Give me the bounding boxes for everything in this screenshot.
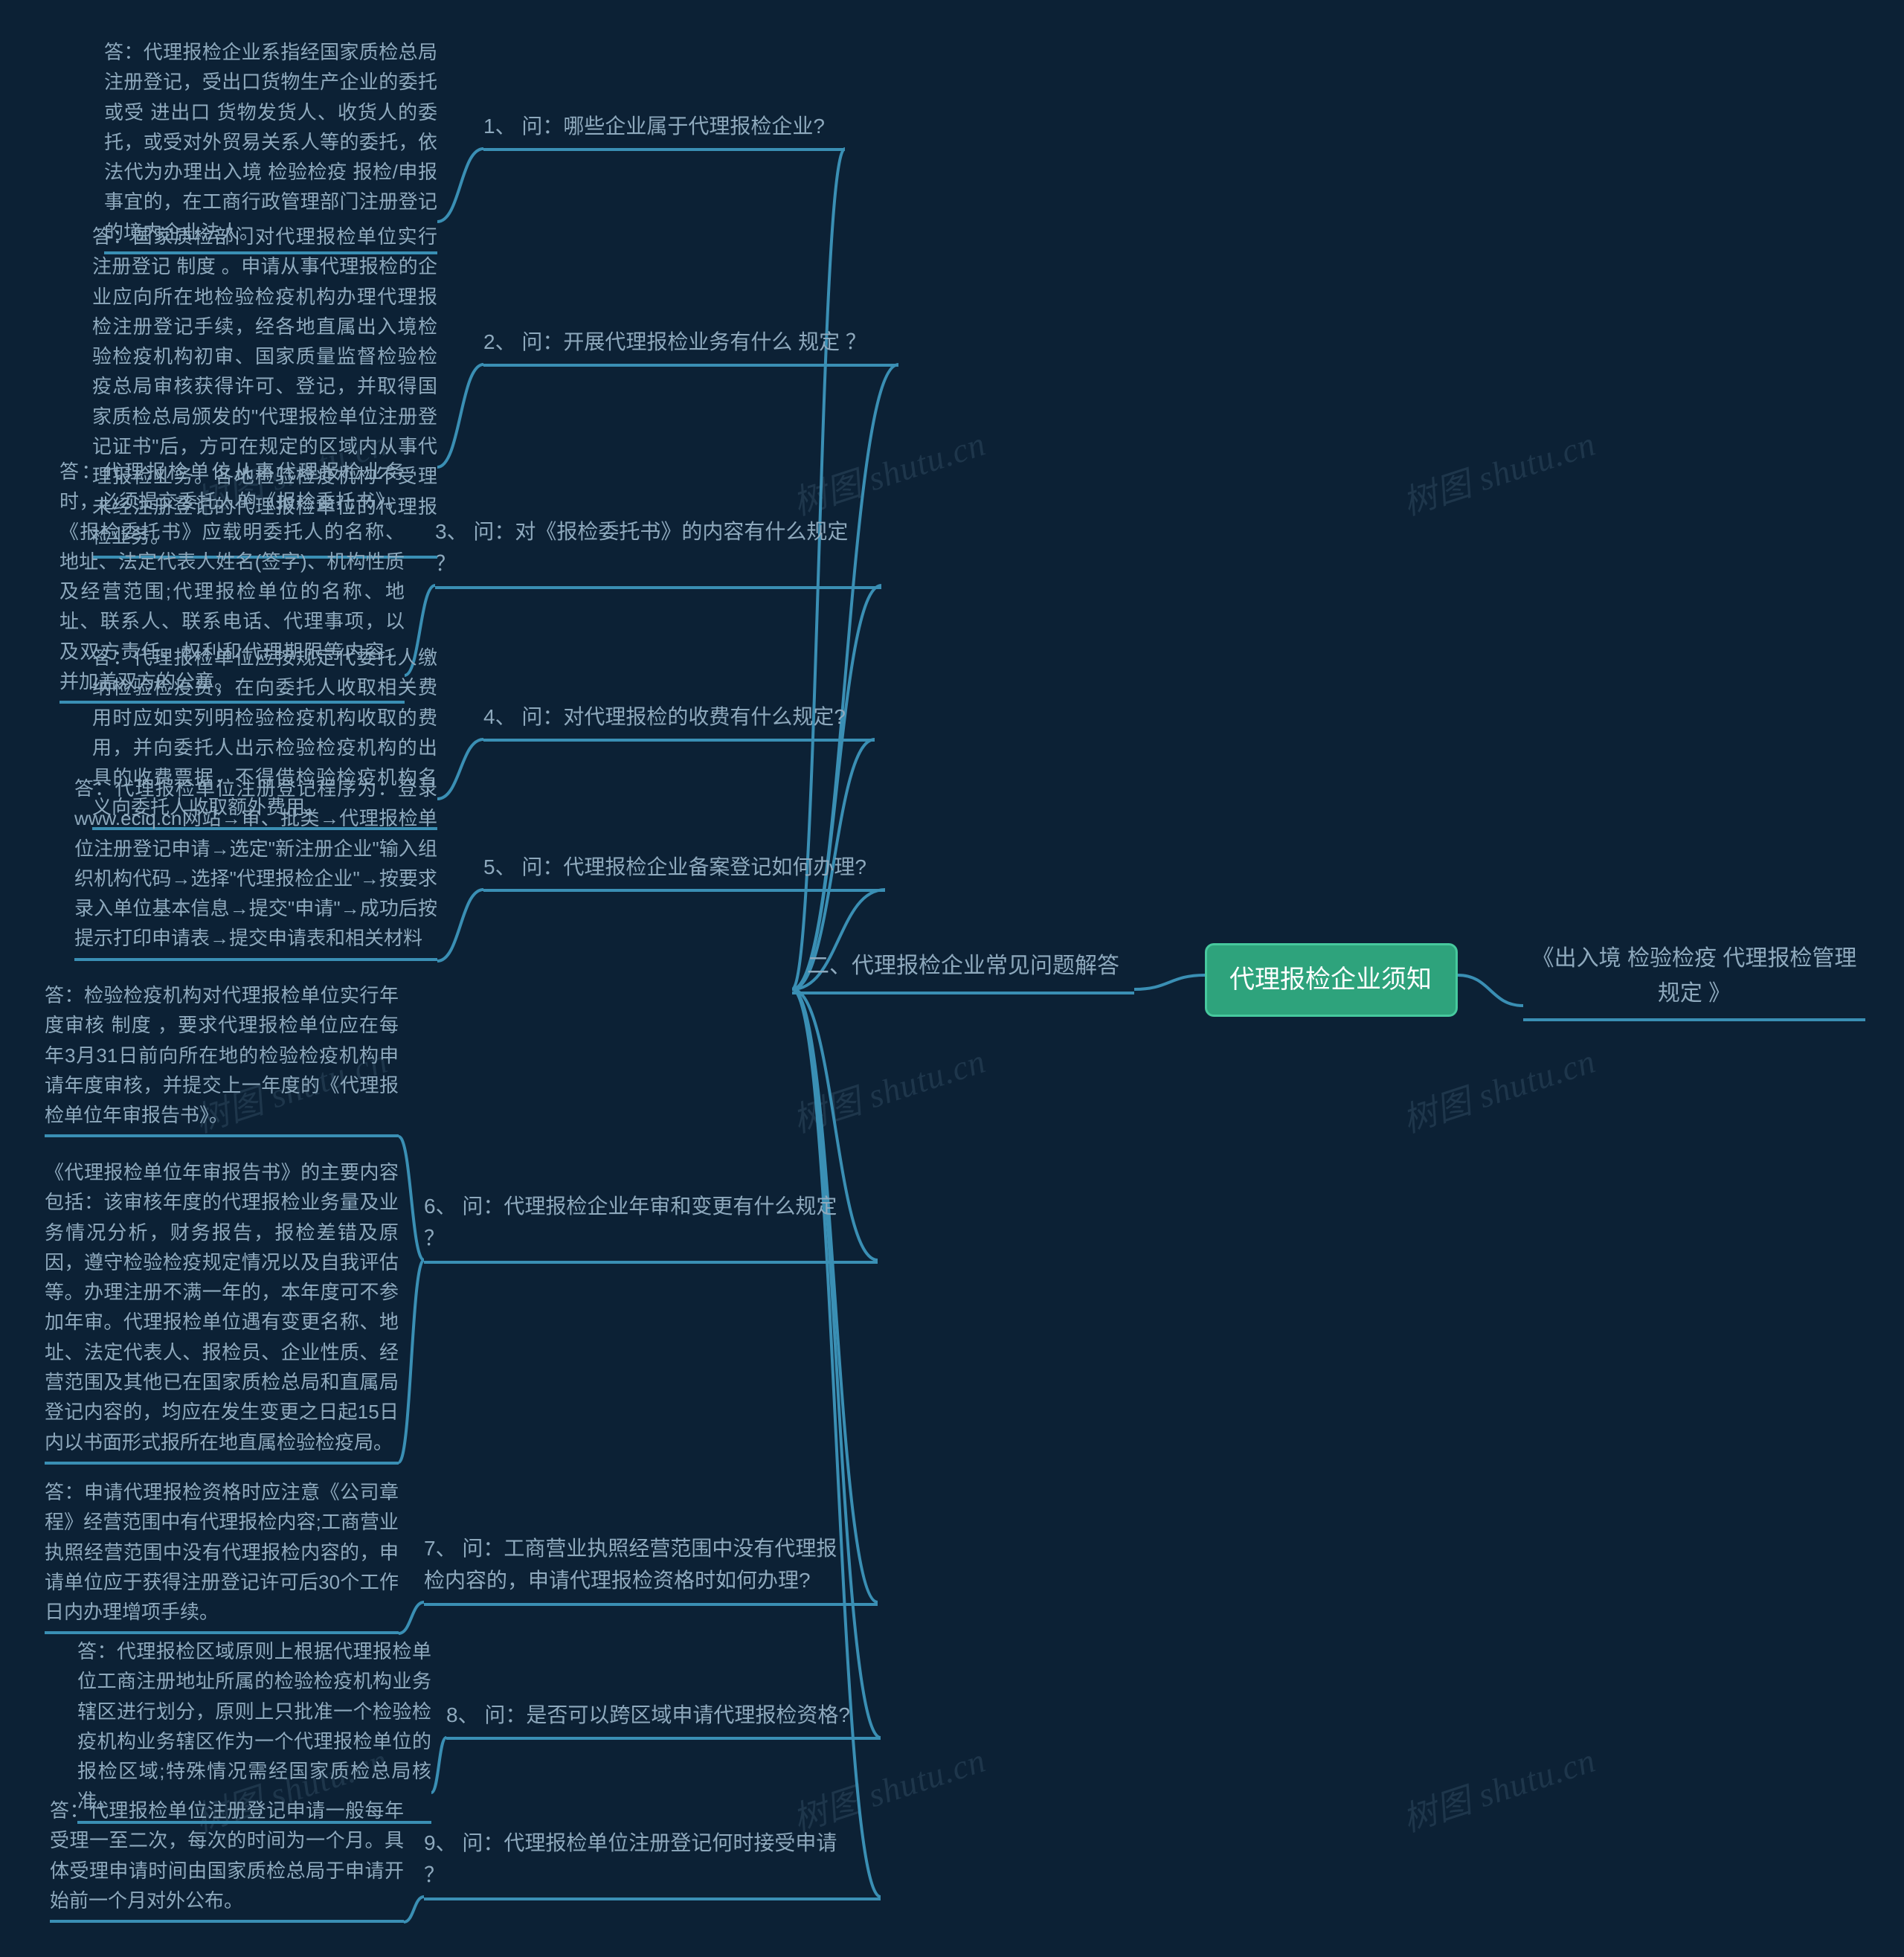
question-1[interactable]: 1、 问：哪些企业属于代理报检企业? — [483, 110, 845, 151]
answer-6a: 答：检验检疫机构对代理报检单位实行年度审核 制度 ，要求代理报检单位应在每年3月… — [45, 980, 399, 1137]
answer-7: 答：申请代理报检资格时应注意《公司章程》经营范围中有代理报检内容;工商营业执照经… — [45, 1477, 399, 1634]
question-7[interactable]: 7、 问：工商营业执照经营范围中没有代理报 检内容的，申请代理报检资格时如何办理… — [424, 1532, 878, 1606]
root-node[interactable]: 代理报检企业须知 — [1205, 943, 1458, 1017]
answer-5: 答：代理报检单位注册登记程序为：登录www.eciq.cn网站→审、批类→代理报… — [74, 774, 437, 961]
question-6[interactable]: 6、 问：代理报检企业年审和变更有什么规定 ？ — [424, 1190, 878, 1264]
answer-9: 答：代理报检单位注册登记申请一般每年受理一至二次，每次的时间为一个月。具体受理申… — [50, 1796, 404, 1923]
branch-right[interactable]: 《出入境 检验检疫 代理报检管理规定 》 — [1523, 942, 1865, 1021]
question-3[interactable]: 3、 问：对《报检委托书》的内容有什么规定 ？ — [435, 515, 881, 589]
question-8[interactable]: 8、 问：是否可以跨区域申请代理报检资格? — [446, 1699, 881, 1740]
question-4[interactable]: 4、 问：对代理报检的收费有什么规定? — [483, 701, 875, 742]
answer-6b: 《代理报检单位年审报告书》的主要内容包括：该审核年度的代理报检业务量及业务情况分… — [45, 1157, 399, 1465]
question-5[interactable]: 5、 问：代理报检企业备案登记如何办理? — [483, 851, 885, 892]
question-2[interactable]: 2、 问：开展代理报检业务有什么 规定 ？ — [483, 326, 898, 367]
question-9[interactable]: 9、 问：代理报检单位注册登记何时接受申请 ？ — [424, 1827, 881, 1900]
branch-left[interactable]: 二、代理报检企业常见问题解答 — [792, 949, 1134, 994]
